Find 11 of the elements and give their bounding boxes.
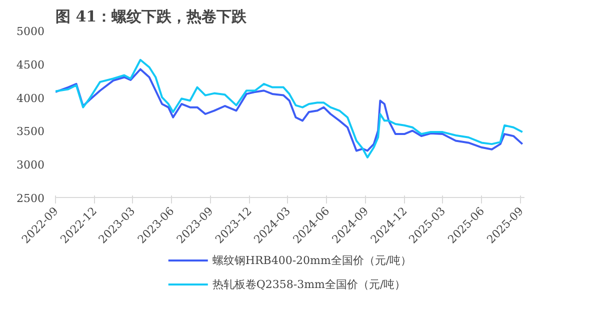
legend-label: 螺纹钢HRB400-20mm全国价（元/吨） <box>212 252 412 268</box>
y-tick-label: 5000 <box>16 25 45 38</box>
line-series <box>56 58 524 158</box>
y-tick-label: 3000 <box>16 158 45 172</box>
y-tick-label: 4500 <box>16 58 45 72</box>
line-series <box>56 68 524 152</box>
y-tick-label: 3500 <box>16 125 45 138</box>
y-tick-label: 2500 <box>16 192 45 205</box>
legend-label: 热轧板卷Q2358-3mm全国价（元/吨） <box>212 276 406 292</box>
y-tick-label: 4000 <box>16 92 45 105</box>
chart-title: 图 41：螺纹下跌，热卷下跌 <box>56 8 248 26</box>
